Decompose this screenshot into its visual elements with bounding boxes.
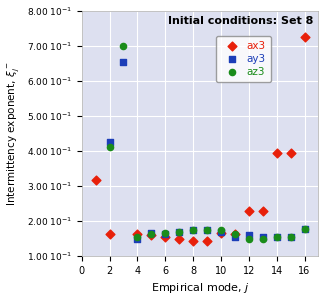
az3	[163, 231, 168, 236]
ax3	[107, 232, 112, 237]
az3	[107, 145, 112, 150]
Text: Initial conditions: Set 8: Initial conditions: Set 8	[168, 16, 314, 26]
ay3	[246, 233, 251, 237]
ax3	[218, 231, 224, 236]
ay3	[274, 234, 279, 239]
ay3	[218, 229, 224, 234]
ay3	[288, 234, 293, 239]
az3	[288, 234, 293, 239]
ax3	[204, 239, 210, 244]
ax3	[246, 209, 251, 214]
Y-axis label: Intermittency exponent, $\xi_j^-$: Intermittency exponent, $\xi_j^-$	[6, 61, 21, 206]
ay3	[260, 234, 265, 239]
az3	[302, 226, 307, 231]
ax3	[302, 35, 307, 39]
ay3	[191, 228, 196, 232]
ax3	[177, 236, 182, 241]
ax3	[135, 232, 140, 237]
Legend: ax3, ay3, az3: ax3, ay3, az3	[216, 36, 271, 82]
az3	[274, 234, 279, 239]
ax3	[93, 177, 98, 182]
X-axis label: Empirical mode, $j$: Empirical mode, $j$	[151, 281, 249, 296]
ay3	[135, 237, 140, 242]
ax3	[288, 150, 293, 155]
az3	[191, 228, 196, 232]
az3	[260, 237, 265, 242]
ax3	[274, 150, 279, 155]
ay3	[177, 230, 182, 235]
ax3	[163, 234, 168, 239]
ax3	[149, 233, 154, 237]
ay3	[149, 231, 154, 236]
ay3	[163, 232, 168, 237]
az3	[218, 228, 224, 232]
ay3	[204, 228, 210, 232]
az3	[232, 232, 237, 237]
ax3	[191, 239, 196, 244]
ay3	[107, 140, 112, 145]
ay3	[302, 226, 307, 231]
ax3	[232, 232, 237, 237]
az3	[135, 234, 140, 239]
ax3	[260, 209, 265, 214]
az3	[204, 228, 210, 232]
az3	[121, 43, 126, 48]
az3	[149, 232, 154, 237]
az3	[177, 230, 182, 235]
az3	[246, 237, 251, 242]
ay3	[121, 59, 126, 64]
ay3	[232, 234, 237, 239]
